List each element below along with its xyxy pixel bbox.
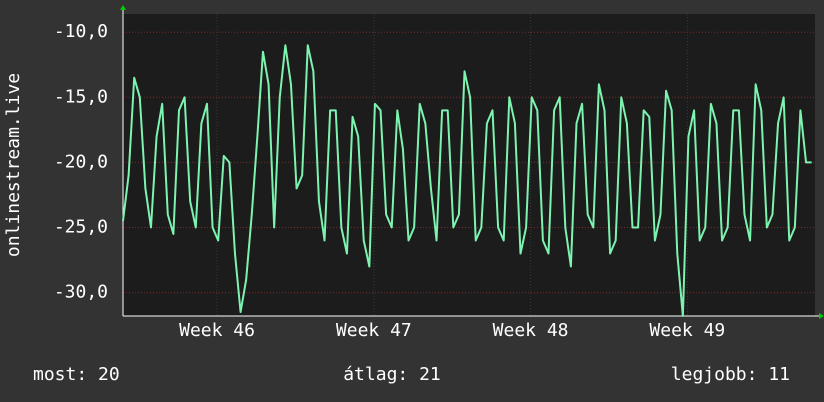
x-tick-label: Week 47 (336, 320, 412, 341)
y-tick-label: -20,0 (54, 151, 108, 172)
x-tick-label: Week 48 (493, 320, 569, 341)
footer-average: átlag: 21 (343, 364, 441, 385)
x-axis-arrow (819, 313, 824, 319)
y-tick-label: -30,0 (54, 282, 108, 303)
footer-best: legjobb: 11 (671, 364, 790, 385)
x-tick-label: Week 49 (649, 320, 725, 341)
y-tick-label: -25,0 (54, 216, 108, 237)
y-tick-label: -15,0 (54, 86, 108, 107)
footer-most: most: 20 (33, 364, 120, 385)
y-axis-label: onlinestream.live (3, 73, 24, 257)
x-tick-label: Week 46 (179, 320, 255, 341)
y-tick-label: -10,0 (54, 21, 108, 42)
plot-area (123, 14, 815, 316)
line-series (122, 44, 812, 317)
y-axis-arrow (120, 5, 126, 10)
